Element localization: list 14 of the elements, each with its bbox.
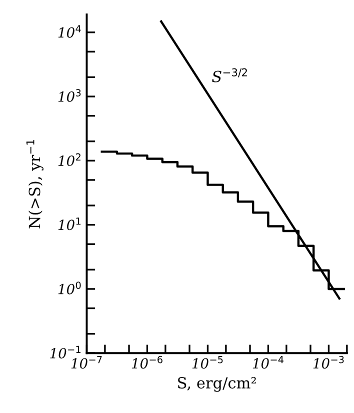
x-tick-label: 10$^{−5}$ (192, 356, 223, 369)
y-tick-label: 10$^{−1}$ (50, 346, 80, 358)
y-axis-title: N(>S), yr$^{−1}$ (26, 140, 44, 228)
y-tick-label: 10$^{1}$ (58, 218, 81, 230)
y-tick-label: 10$^{0}$ (58, 282, 81, 294)
y-tick-label: 10$^{4}$ (58, 25, 81, 38)
x-tick-label: 10$^{−3}$ (313, 356, 344, 369)
x-tick-label: 10$^{−6}$ (132, 356, 162, 369)
annotation: S$^{−3/2}$ (212, 68, 247, 82)
x-axis-title: S, erg/cm² (178, 377, 256, 392)
y-tick-label: 10$^{3}$ (58, 89, 81, 102)
x-tick-label: 10$^{−4}$ (252, 356, 284, 369)
x-tick-label: 10$^{−7}$ (71, 356, 102, 369)
y-tick-label: 10$^{2}$ (58, 153, 80, 166)
